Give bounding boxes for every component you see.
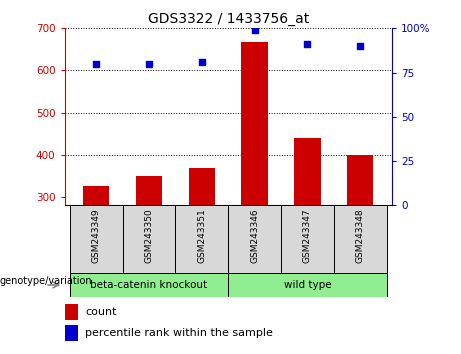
Point [356,43,364,49]
Bar [242,42,268,205]
Bar [70,273,228,297]
Text: GSM243351: GSM243351 [197,209,207,263]
Bar [294,138,320,205]
Bar [70,205,123,273]
Text: GSM243347: GSM243347 [303,209,312,263]
Bar [347,155,373,205]
Bar [228,205,281,273]
Bar [65,325,78,341]
Text: GSM243346: GSM243346 [250,209,259,263]
Text: beta-catenin knockout: beta-catenin knockout [90,280,207,290]
Bar [175,205,228,273]
Bar [228,273,387,297]
Bar [189,168,215,205]
Text: GSM243349: GSM243349 [92,209,100,263]
Bar [281,205,334,273]
Bar [136,176,162,205]
Text: GSM243348: GSM243348 [356,209,365,263]
Bar [65,304,78,320]
Bar [123,205,175,273]
Point [198,59,206,65]
Bar [83,186,109,205]
Text: percentile rank within the sample: percentile rank within the sample [85,328,273,338]
Point [251,27,258,33]
Text: GSM243350: GSM243350 [144,209,154,263]
Text: count: count [85,307,117,317]
Text: wild type: wild type [284,280,331,290]
Point [93,61,100,67]
Point [304,41,311,47]
Text: genotype/variation: genotype/variation [0,276,93,286]
Title: GDS3322 / 1433756_at: GDS3322 / 1433756_at [148,12,309,26]
Bar [334,205,387,273]
Point [145,61,153,67]
